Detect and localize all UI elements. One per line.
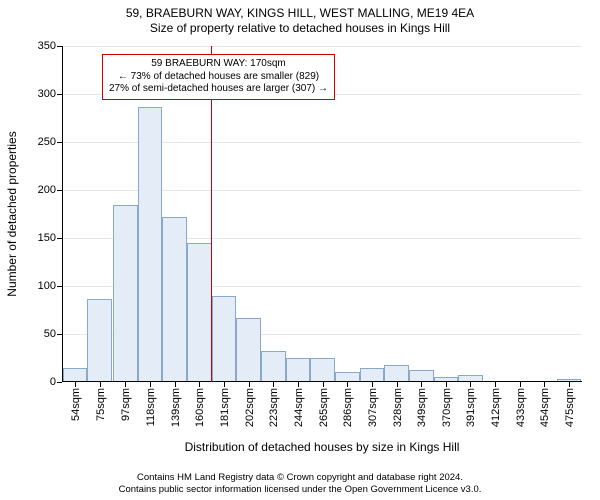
x-tick-label: 244sqm bbox=[291, 388, 305, 427]
plot-area: 05010015020025030035054sqm75sqm97sqm118s… bbox=[62, 46, 582, 382]
x-tick-label: 181sqm bbox=[217, 388, 231, 427]
x-tick-label: 475sqm bbox=[562, 388, 576, 427]
y-tick-label: 100 bbox=[38, 280, 62, 292]
x-tick-label: 391sqm bbox=[463, 388, 477, 427]
histogram-bar bbox=[236, 318, 261, 382]
chart-container: 59, BRAEBURN WAY, KINGS HILL, WEST MALLI… bbox=[0, 0, 600, 500]
annotation-line: 27% of semi-detached houses are larger (… bbox=[109, 83, 328, 96]
x-tick-mark bbox=[569, 382, 570, 387]
x-tick-label: 54sqm bbox=[68, 388, 82, 421]
x-tick-label: 75sqm bbox=[93, 388, 107, 421]
x-tick-label: 454sqm bbox=[537, 388, 551, 427]
histogram-bar bbox=[360, 368, 385, 382]
histogram-bar bbox=[187, 243, 212, 382]
x-tick-label: 160sqm bbox=[192, 388, 206, 427]
histogram-bar bbox=[63, 368, 88, 382]
x-tick-mark bbox=[249, 382, 250, 387]
footer-attribution: Contains HM Land Registry data © Crown c… bbox=[0, 472, 600, 496]
histogram-bar bbox=[87, 299, 112, 382]
x-tick-label: 202sqm bbox=[242, 388, 256, 427]
x-tick-mark bbox=[150, 382, 151, 387]
chart-title-block: 59, BRAEBURN WAY, KINGS HILL, WEST MALLI… bbox=[0, 0, 600, 36]
x-tick-label: 97sqm bbox=[118, 388, 132, 421]
y-tick-label: 50 bbox=[44, 328, 62, 340]
chart-title-subtitle: Size of property relative to detached ho… bbox=[0, 21, 600, 36]
x-axis-line bbox=[62, 381, 582, 382]
x-tick-label: 328sqm bbox=[390, 388, 404, 427]
x-tick-mark bbox=[175, 382, 176, 387]
histogram-bar bbox=[261, 351, 286, 382]
histogram-bar bbox=[138, 107, 163, 382]
x-tick-mark bbox=[224, 382, 225, 387]
x-axis-title: Distribution of detached houses by size … bbox=[62, 440, 582, 454]
footer-line-1: Contains HM Land Registry data © Crown c… bbox=[0, 472, 600, 484]
x-tick-mark bbox=[323, 382, 324, 387]
x-tick-label: 223sqm bbox=[266, 388, 280, 427]
x-tick-mark bbox=[125, 382, 126, 387]
chart-title-address: 59, BRAEBURN WAY, KINGS HILL, WEST MALLI… bbox=[0, 6, 600, 21]
annotation-box: 59 BRAEBURN WAY: 170sqm← 73% of detached… bbox=[102, 54, 335, 100]
x-tick-label: 118sqm bbox=[143, 388, 157, 426]
histogram-bar bbox=[384, 365, 409, 382]
x-tick-mark bbox=[372, 382, 373, 387]
x-tick-mark bbox=[397, 382, 398, 387]
x-tick-mark bbox=[495, 382, 496, 387]
histogram-bar bbox=[162, 217, 187, 382]
x-tick-mark bbox=[544, 382, 545, 387]
x-tick-mark bbox=[446, 382, 447, 387]
x-tick-mark bbox=[470, 382, 471, 387]
y-tick-label: 350 bbox=[38, 40, 62, 52]
x-tick-mark bbox=[298, 382, 299, 387]
x-tick-mark bbox=[347, 382, 348, 387]
x-tick-label: 307sqm bbox=[365, 388, 379, 427]
y-axis-label: Number of detached properties bbox=[5, 131, 19, 296]
x-tick-label: 412sqm bbox=[488, 388, 502, 427]
y-tick-label: 250 bbox=[38, 136, 62, 148]
x-tick-mark bbox=[100, 382, 101, 387]
annotation-line: 59 BRAEBURN WAY: 170sqm bbox=[109, 58, 328, 71]
histogram-bar bbox=[212, 296, 237, 382]
x-tick-mark bbox=[421, 382, 422, 387]
y-tick-label: 200 bbox=[38, 184, 62, 196]
y-tick-label: 150 bbox=[38, 232, 62, 244]
x-tick-mark bbox=[75, 382, 76, 387]
y-axis-line bbox=[62, 46, 63, 382]
histogram-bar bbox=[310, 358, 335, 382]
y-tick-label: 0 bbox=[50, 376, 62, 388]
x-tick-label: 139sqm bbox=[168, 388, 182, 427]
gridline bbox=[62, 46, 582, 47]
annotation-line: ← 73% of detached houses are smaller (82… bbox=[109, 71, 328, 84]
x-tick-mark bbox=[199, 382, 200, 387]
histogram-bar bbox=[286, 358, 311, 382]
x-tick-label: 349sqm bbox=[414, 388, 428, 427]
footer-line-2: Contains public sector information licen… bbox=[0, 484, 600, 496]
x-tick-label: 286sqm bbox=[340, 388, 354, 427]
x-tick-mark bbox=[520, 382, 521, 387]
x-tick-label: 265sqm bbox=[316, 388, 330, 427]
x-tick-mark bbox=[273, 382, 274, 387]
x-tick-label: 433sqm bbox=[513, 388, 527, 427]
x-tick-label: 370sqm bbox=[439, 388, 453, 427]
y-tick-label: 300 bbox=[38, 88, 62, 100]
histogram-bar bbox=[113, 205, 138, 382]
